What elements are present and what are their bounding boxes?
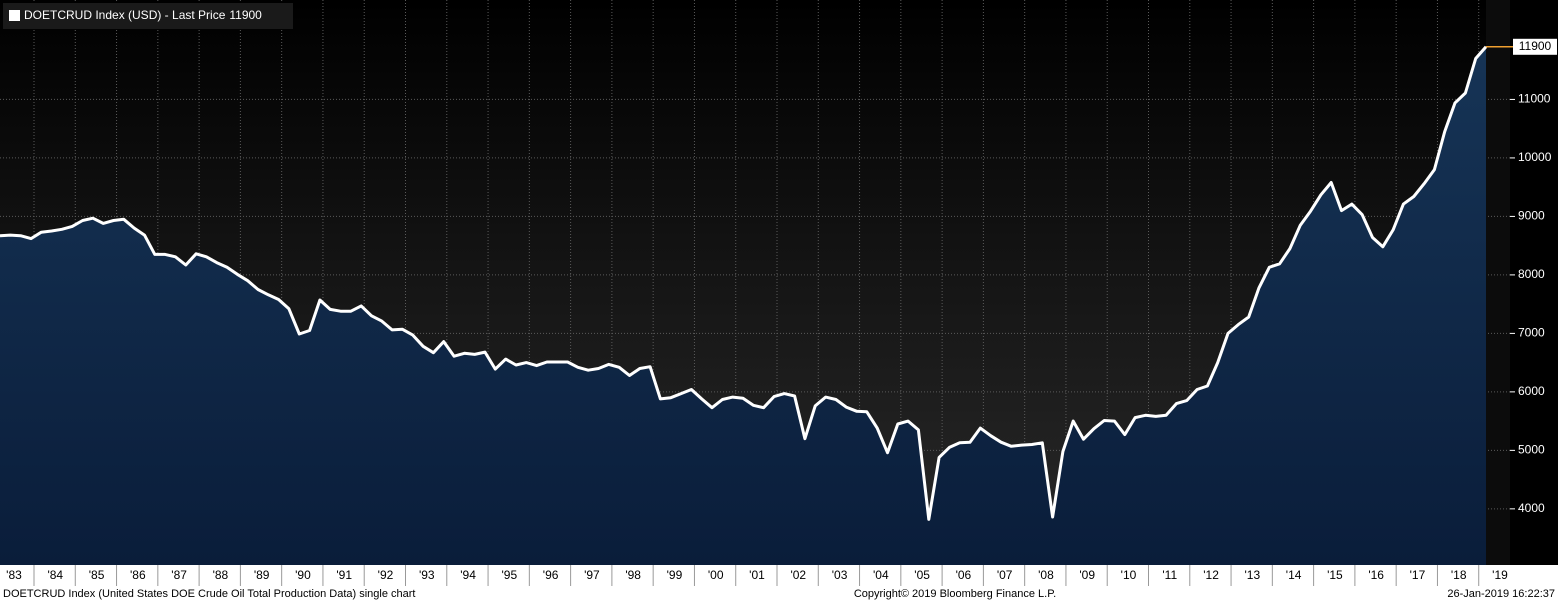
x-axis-background [0,565,1558,586]
x-tick-label: '18 [1451,568,1467,582]
x-tick-label: '10 [1121,568,1137,582]
x-tick-label: '19 [1492,568,1508,582]
x-tick-label: '84 [47,568,63,582]
x-tick-label: '97 [584,568,600,582]
x-tick-label: '88 [213,568,229,582]
y-axis-background [1510,0,1558,565]
x-tick-label: '04 [873,568,889,582]
legend-value: 11900 [229,8,262,22]
x-tick-label: '03 [832,568,848,582]
x-tick-label: '05 [914,568,930,582]
x-tick-label: '08 [1038,568,1054,582]
timestamp: 26-Jan-2019 16:22:37 [1447,588,1555,600]
x-tick-label: '98 [625,568,641,582]
line [0,45,1488,521]
x-tick-label: '86 [130,568,146,582]
y-tick-label: 7000 [1518,326,1545,340]
x-tick-label: '11 [1162,568,1177,582]
x-tick-label: '85 [89,568,105,582]
y-tick-label: 5000 [1518,443,1545,457]
x-tick-label: '96 [543,568,559,582]
x-tick-label: '95 [502,568,518,582]
x-tick-label: '92 [378,568,394,582]
plot-margin [1486,0,1510,565]
x-tick-label: '93 [419,568,435,582]
x-tick-label: '90 [295,568,311,582]
x-tick-label: '12 [1203,568,1219,582]
x-tick-label: '06 [956,568,972,582]
x-tick-label: '13 [1245,568,1261,582]
y-tick-label: 8000 [1518,267,1545,281]
x-tick-label: '00 [708,568,724,582]
x-tick-label: '09 [1079,568,1095,582]
x-tick-label: '17 [1410,568,1426,582]
x-tick-label: '07 [997,568,1013,582]
y-tick-label: 6000 [1518,384,1545,398]
x-tick-label: '91 [336,568,352,582]
legend-box [3,3,293,29]
area [0,46,1486,566]
legend-swatch [9,10,20,21]
y-tick-label: 10000 [1518,150,1552,164]
last-price-label: 11900 [1519,39,1552,53]
footnote: DOETCRUD Index (United States DOE Crude … [3,588,415,600]
y-tick-label: 4000 [1518,501,1545,515]
x-tick-label: '89 [254,568,270,582]
y-tick-label: 11000 [1518,92,1551,106]
y-tick-label: 9000 [1518,209,1545,223]
x-tick-label: '01 [749,568,765,582]
copyright: Copyright© 2019 Bloomberg Finance L.P. [854,588,1056,600]
x-tick-label: '15 [1327,568,1343,582]
x-tick-label: '87 [171,568,187,582]
legend-label: DOETCRUD Index (USD) - Last Price [24,8,226,22]
x-tick-label: '02 [790,568,806,582]
x-tick-label: '16 [1368,568,1384,582]
last-price-box [1513,38,1557,55]
x-tick-label: '14 [1286,568,1302,582]
x-tick-label: '94 [460,568,476,582]
x-tick-label: '83 [6,568,22,582]
x-tick-label: '99 [667,568,683,582]
